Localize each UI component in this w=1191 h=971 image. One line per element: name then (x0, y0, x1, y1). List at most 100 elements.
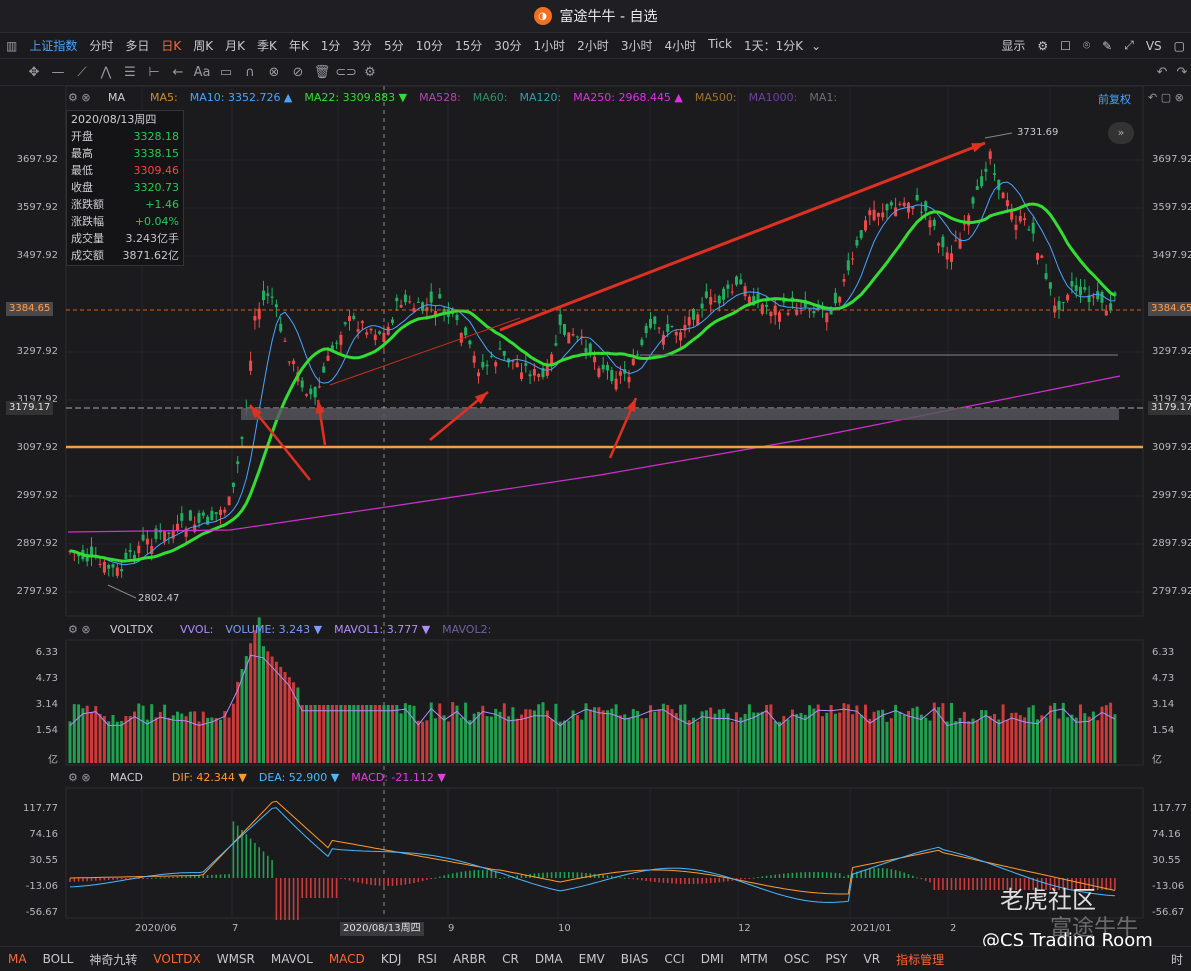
period-10[interactable]: 10分 (415, 39, 443, 53)
pen-icon[interactable]: ✎ (1102, 38, 1113, 53)
period-9[interactable]: 5分 (384, 39, 404, 53)
indicator-tab-3[interactable]: VOLTDX (153, 952, 201, 966)
indicator-tab-8[interactable]: RSI (417, 952, 437, 966)
volume-panel-settings-icon[interactable]: ⚙ ⊗ (68, 623, 91, 636)
indicator-tab-16[interactable]: MTM (739, 952, 768, 966)
magnet-icon[interactable]: ∩ (245, 64, 255, 80)
layout-icon[interactable]: ▥ (6, 38, 18, 53)
indicator-tab-20[interactable]: 指标管理 (896, 952, 945, 967)
trend-tool-icon[interactable]: ⟋ (77, 64, 87, 80)
move-icon[interactable]: ✥ (28, 64, 40, 80)
period-17[interactable]: Tick (708, 37, 732, 51)
undo-icon[interactable]: ↶ (1156, 64, 1168, 80)
arrow-tool-icon[interactable]: ← (172, 64, 184, 80)
dropdown-chevron-icon[interactable]: ⌄ (811, 38, 822, 53)
text-tool-icon[interactable]: Aa (193, 64, 211, 80)
adjust-button[interactable]: 前复权 (1098, 93, 1131, 106)
indicator-tab-4[interactable]: WMSR (216, 952, 255, 966)
macd-bar-37 (228, 874, 230, 878)
indicator-tab-0[interactable]: MA (8, 952, 27, 966)
camera-icon[interactable]: ⌾ (1082, 38, 1091, 52)
period-15[interactable]: 3小时 (620, 39, 653, 53)
indicator-tab-18[interactable]: PSY (825, 952, 848, 966)
candle-body-87 (442, 309, 446, 312)
macd-bar-241 (1105, 878, 1108, 890)
indicator-tab-19[interactable]: VR (863, 952, 881, 966)
period-18[interactable]: 1天：1分K (743, 39, 804, 53)
candle-body-22 (163, 531, 167, 542)
indicator-tab-17[interactable]: OSC (783, 952, 810, 966)
index-name[interactable]: 上证指数 (29, 39, 78, 53)
macd-indicator-name[interactable]: MACD (110, 771, 143, 784)
indicator-tab-13[interactable]: BIAS (620, 952, 649, 966)
period-0[interactable]: 分时 (89, 39, 114, 53)
period-13[interactable]: 1小时 (533, 39, 566, 53)
indicator-tab-9[interactable]: ARBR (452, 952, 487, 966)
period-11[interactable]: 15分 (454, 39, 483, 53)
period-5[interactable]: 季K (257, 39, 277, 53)
comment-tool-icon[interactable]: ▭ (219, 64, 233, 80)
candle-body-77 (399, 304, 403, 308)
kline-chart[interactable] (0, 0, 1191, 920)
indicator-tab-10[interactable]: CR (502, 952, 519, 966)
macd-bar-168 (791, 872, 794, 878)
measure-tool-icon[interactable]: ⊢ (148, 64, 160, 80)
indicator-tab-1[interactable]: BOLL (42, 952, 74, 966)
sync-icon[interactable]: ⊗ (268, 64, 280, 80)
period-2[interactable]: 日K (161, 39, 182, 53)
volume-indicator-name[interactable]: VOLTDX (110, 623, 154, 636)
candle-body-78 (403, 294, 407, 303)
period-7[interactable]: 1分 (320, 39, 341, 53)
time-tab[interactable]: 时 (1170, 952, 1183, 967)
main-panel-settings-icon[interactable]: ⚙ ⊗ (68, 91, 91, 104)
line-tool-icon[interactable]: — (51, 64, 65, 80)
period-12[interactable]: 30分 (494, 39, 522, 53)
indicator-tab-12[interactable]: EMV (578, 952, 605, 966)
current-price-tag-left: 3384.65 (6, 302, 54, 316)
volume-bar-156 (739, 717, 743, 763)
candle-body-98 (489, 355, 493, 357)
volume-bar-23 (167, 717, 171, 763)
forward-icon[interactable]: » (1108, 122, 1134, 144)
macd-bar-4 (86, 878, 88, 882)
expand-icon[interactable]: ⤢ (1124, 38, 1134, 52)
period-6[interactable]: 年K (288, 39, 309, 53)
macd-bar-138 (662, 878, 665, 883)
panel-controls-icon[interactable]: ↶ ▢ ⊗ (1148, 91, 1184, 104)
square-icon[interactable]: ☐ (1060, 38, 1071, 53)
indicator-tab-11[interactable]: DMA (534, 952, 563, 966)
volume-bar-127 (614, 704, 618, 763)
macd-bar-161 (761, 876, 764, 878)
period-14[interactable]: 2小时 (577, 39, 609, 53)
indicator-tab-5[interactable]: MAVOL (270, 952, 313, 966)
volume-bar-45 (262, 646, 265, 763)
hide-icon[interactable]: ⊘ (292, 64, 304, 80)
period-4[interactable]: 月K (225, 39, 246, 53)
macd-bar-143 (684, 878, 686, 884)
trash-icon[interactable]: 🗑 (313, 64, 331, 80)
gear-icon[interactable]: ⚙ (1037, 38, 1049, 53)
display-button[interactable]: 显示 (1001, 39, 1026, 53)
macd-panel-settings-icon[interactable]: ⚙ ⊗ (68, 771, 91, 784)
candle-body-19 (150, 546, 154, 554)
settings-icon[interactable]: ⚙ (364, 64, 376, 80)
window-icon[interactable]: ▢ (1173, 38, 1185, 53)
period-1[interactable]: 多日 (125, 39, 150, 53)
fib-tool-icon[interactable]: ☰ (124, 64, 136, 80)
period-8[interactable]: 3分 (352, 39, 373, 53)
vs-button[interactable]: VS (1145, 38, 1162, 53)
candle-body-198 (919, 211, 923, 213)
candle-body-17 (141, 534, 145, 541)
redo-icon[interactable]: ↷ (1176, 64, 1188, 80)
period-3[interactable]: 周K (193, 39, 214, 53)
indicator-tab-15[interactable]: DMI (700, 952, 724, 966)
indicator-tab-6[interactable]: MACD (328, 952, 365, 966)
indicator-tab-7[interactable]: KDJ (380, 952, 402, 966)
indicator-tab-2[interactable]: 神奇九转 (89, 952, 138, 967)
candle-body-117 (571, 334, 575, 336)
polyline-tool-icon[interactable]: ⋀ (100, 64, 112, 80)
indicator-tab-14[interactable]: CCI (664, 952, 685, 966)
main-indicator-name[interactable]: MA (108, 91, 126, 104)
period-16[interactable]: 4小时 (664, 39, 697, 53)
link-icon[interactable]: ⊂⊃ (335, 64, 357, 80)
